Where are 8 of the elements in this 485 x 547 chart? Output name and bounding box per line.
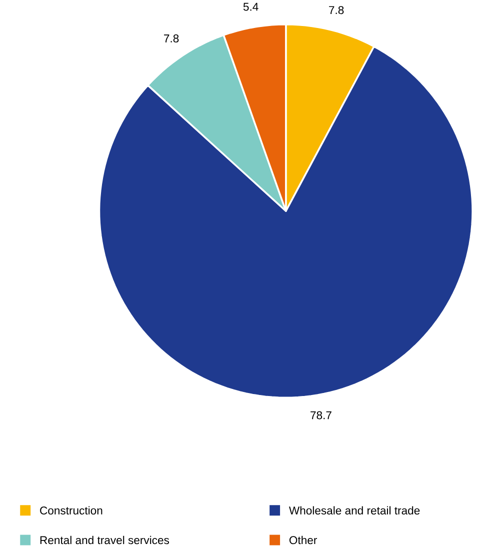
- data-label: 7.8: [329, 6, 344, 14]
- data-label: 5.4: [243, 2, 258, 11]
- legend-label: Construction: [40, 506, 102, 515]
- data-label: 7.8: [164, 34, 179, 42]
- legend-label: Other: [289, 536, 317, 544]
- legend-label: Rental and travel services: [40, 536, 170, 544]
- legend-label: Wholesale and retail trade: [288, 506, 420, 515]
- data-label: 78.7: [310, 411, 332, 420]
